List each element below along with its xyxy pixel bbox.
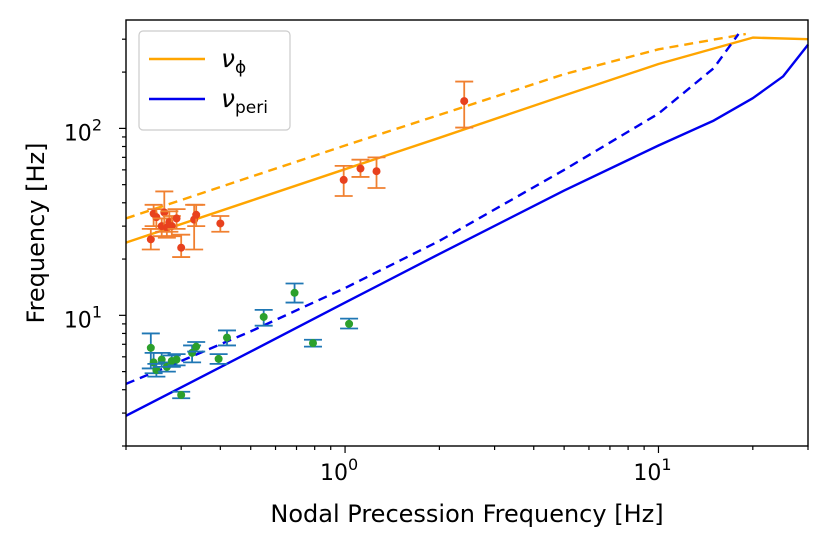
legend-entry-1: νperi — [149, 84, 268, 118]
line-nu_peri_solid — [125, 44, 809, 417]
peri_points-point-10 — [209, 353, 228, 365]
line-nu_phi_dashed — [125, 32, 747, 220]
legend-box — [138, 30, 291, 131]
y-axis-label: Frequency [Hz] — [22, 143, 50, 324]
x-tick-label: 100 — [320, 455, 358, 486]
legend-entry-0: νϕ — [149, 44, 246, 78]
data-points — [141, 80, 474, 400]
plot-frame — [125, 19, 809, 447]
peri_points-point-12 — [254, 308, 273, 327]
legend-label: νϕ — [221, 44, 246, 78]
phi_points-point-16 — [455, 80, 474, 129]
phi_points-point-9 — [172, 233, 191, 258]
line-nu_peri_dashed — [125, 33, 740, 386]
phi_points-point-14 — [351, 158, 370, 178]
x-tick-label: 101 — [633, 455, 671, 486]
peri_points-point-9 — [187, 341, 206, 353]
phi_points-point-13 — [334, 164, 353, 197]
phi_points-point-12 — [211, 215, 230, 233]
phi_points-point-11 — [187, 203, 206, 228]
y-tick-label: 102 — [64, 115, 102, 146]
peri_points-point-11 — [217, 329, 236, 347]
peri_points-point-15 — [340, 317, 359, 330]
series-lines — [125, 32, 809, 417]
legend: νϕ νperi — [138, 30, 291, 131]
axis-ticks: 100 101 101 102 — [64, 38, 809, 486]
peri_points-point-6 — [167, 353, 186, 367]
y-tick-label: 101 — [64, 302, 102, 333]
peri_points-point-14 — [303, 338, 322, 348]
line-nu_phi_solid — [125, 36, 809, 244]
peri_points-point-13 — [285, 282, 304, 304]
x-axis-label: Nodal Precession Frequency [Hz] — [270, 500, 663, 528]
phi_points-point-8 — [167, 208, 186, 230]
legend-label: νperi — [221, 84, 268, 118]
peri_points-point-7 — [172, 390, 191, 400]
phi_points-point-15 — [367, 156, 386, 189]
